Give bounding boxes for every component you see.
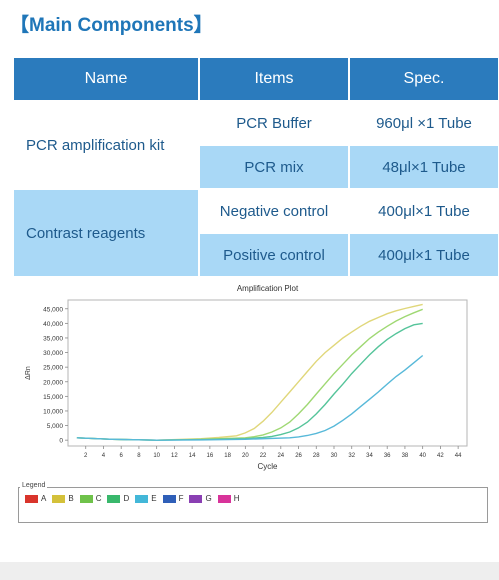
x-tick-label: 32 xyxy=(348,453,355,459)
legend-item: G xyxy=(189,494,212,503)
legend-items: A B C D E F G H xyxy=(25,494,246,503)
legend-item: C xyxy=(79,494,102,503)
chart-title: Amplification Plot xyxy=(237,284,299,293)
x-axis-label: Cycle xyxy=(257,462,278,471)
spec-cell: 48μl×1 Tube xyxy=(350,146,498,188)
legend-label: F xyxy=(178,494,184,503)
series-line-4 xyxy=(76,354,424,441)
x-tick-label: 38 xyxy=(402,453,409,459)
x-tick-label: 16 xyxy=(207,453,214,459)
x-tick-label: 12 xyxy=(171,453,178,459)
legend-swatch xyxy=(135,494,149,503)
y-tick-label: 10,000 xyxy=(43,408,63,415)
y-tick-label: 0 xyxy=(59,438,63,445)
x-tick-label: 44 xyxy=(455,453,462,459)
table-row: Positive control 400μl×1 Tube xyxy=(14,234,498,276)
x-tick-label: 34 xyxy=(366,453,373,459)
x-tick-label: 30 xyxy=(331,453,338,459)
table-row: PCR mix 48μl×1 Tube xyxy=(14,146,498,188)
y-axis-label: ΔRn xyxy=(25,366,32,380)
legend-swatch xyxy=(107,494,121,503)
footer-band xyxy=(0,562,499,580)
header-spec: Spec. xyxy=(350,58,498,100)
y-tick-label: 5,000 xyxy=(47,423,64,430)
y-tick-label: 20,000 xyxy=(43,379,63,386)
y-tick-label: 45,000 xyxy=(43,306,63,313)
x-tick-label: 2 xyxy=(84,453,88,459)
amplification-plot-svg: Amplification Plot 0 5,000 10,000 15,000 20,0… xyxy=(25,284,468,471)
series-line-1 xyxy=(76,303,423,441)
y-tick-label: 30,000 xyxy=(43,350,63,357)
x-tick-label: 28 xyxy=(313,453,320,459)
legend-swatch xyxy=(25,494,38,503)
x-tick-label: 22 xyxy=(260,453,267,459)
legend-label: C xyxy=(95,494,102,503)
x-tick-label: 8 xyxy=(137,453,141,459)
legend-label: B xyxy=(68,494,74,503)
item-cell: PCR mix xyxy=(200,146,348,188)
legend-item: H xyxy=(217,494,240,503)
legend-item: B xyxy=(52,494,74,503)
legend-swatch xyxy=(79,494,93,503)
x-tick-label: 10 xyxy=(153,453,160,459)
amplification-plot: Amplification Plot 0 5,000 10,000 15,000 20,0… xyxy=(12,278,498,550)
spec-cell: 960μl ×1 Tube xyxy=(350,102,498,144)
spec-cell: 400μl×1 Tube xyxy=(350,234,498,276)
x-tick-label: 6 xyxy=(120,453,124,459)
y-tick-label: 35,000 xyxy=(43,335,63,342)
x-tick-label: 36 xyxy=(384,453,391,459)
y-tick-label: 25,000 xyxy=(43,365,63,372)
x-tick-label: 18 xyxy=(224,453,231,459)
legend-label: G xyxy=(205,494,212,503)
legend-label: D xyxy=(123,494,130,503)
legend-title: Legend xyxy=(20,482,48,489)
x-tick-label: 4 xyxy=(102,453,106,459)
legend-item: A xyxy=(25,494,46,503)
legend-label: H xyxy=(233,494,240,503)
spec-cell: 400μl×1 Tube xyxy=(350,190,498,232)
x-tick-label: 26 xyxy=(295,453,302,459)
header-name: Name xyxy=(14,58,198,100)
table-row: Contrast reagents Negative control 400μl… xyxy=(14,190,498,276)
x-tick-label: 24 xyxy=(277,453,284,459)
legend-box: A B C D E F G H xyxy=(18,487,488,523)
legend-label: E xyxy=(151,494,157,503)
header-items: Items xyxy=(200,58,348,100)
group-name-pcr-kit: PCR amplification kit xyxy=(14,102,198,188)
table-row: PCR amplification kit PCR Buffer 960μl ×… xyxy=(14,102,498,188)
item-cell: Negative control xyxy=(200,190,348,232)
x-tick-label: 40 xyxy=(419,453,426,459)
group-name-contrast-reagents: Contrast reagents xyxy=(14,190,198,276)
x-tick-label: 42 xyxy=(437,453,444,459)
legend-label: A xyxy=(41,494,47,503)
section-title: 【Main Components】 xyxy=(10,15,213,36)
item-cell: Positive control xyxy=(200,234,348,276)
x-tick-label: 14 xyxy=(189,453,196,459)
legend-swatch xyxy=(217,494,231,503)
x-tick-label: 20 xyxy=(242,453,249,459)
legend-swatch xyxy=(189,494,203,503)
table-header-row: Name Items Spec. xyxy=(14,58,498,100)
legend-swatch xyxy=(52,494,66,503)
legend-item: F xyxy=(162,494,184,503)
plot-area xyxy=(67,299,468,447)
components-table: Name Items Spec. PCR amplification kit P… xyxy=(12,56,499,278)
legend-swatch xyxy=(162,494,176,503)
series-line-2 xyxy=(76,308,423,441)
legend-item: D xyxy=(107,494,129,503)
y-tick-label: 15,000 xyxy=(43,394,63,401)
item-cell: PCR Buffer xyxy=(200,102,348,144)
y-tick-label: 40,000 xyxy=(43,321,63,328)
legend-item: E xyxy=(135,494,157,503)
